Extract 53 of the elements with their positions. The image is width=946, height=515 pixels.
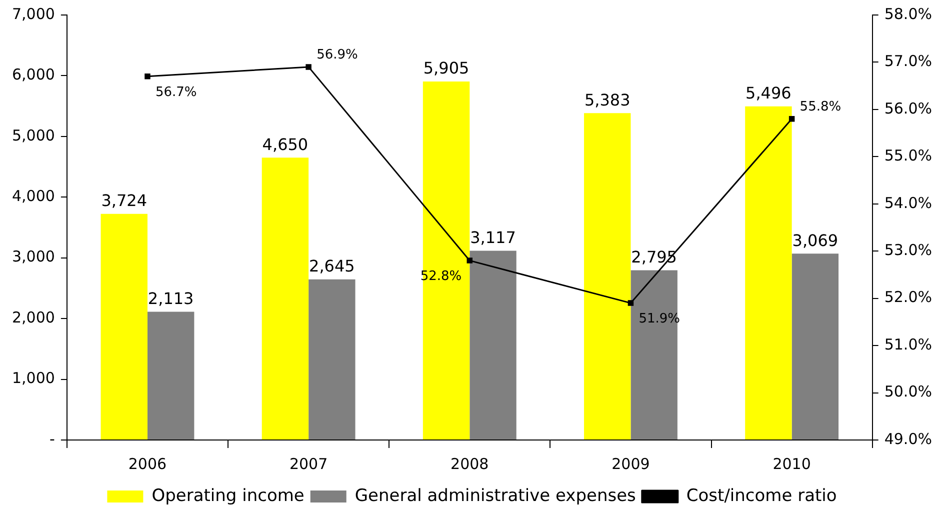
y2-tick-label: 51.0%	[884, 335, 932, 354]
bar	[630, 270, 678, 440]
point	[144, 74, 150, 80]
legend-label: Cost/income ratio	[686, 486, 837, 506]
data-label: 3,724	[101, 191, 148, 210]
bar	[422, 81, 470, 440]
y-tick-label: 5,000	[12, 126, 55, 144]
data-label: 4,650	[262, 134, 308, 154]
x-tick-label: 2009	[612, 454, 650, 473]
y-tick-label: 4,000	[12, 187, 55, 206]
bar	[262, 158, 309, 440]
y2-tick-label: 52.0%	[884, 288, 932, 306]
bar	[147, 312, 194, 440]
bar	[584, 113, 631, 440]
y2-tick-label: 55.0%	[884, 146, 932, 165]
point	[466, 258, 473, 264]
x-tick-label: 2010	[772, 454, 811, 473]
data-label: 3,069	[792, 230, 838, 250]
y2-tick-label: 49.0%	[884, 430, 932, 448]
y-tick-label: 7,000	[12, 4, 55, 23]
y-tick-label: 2,000	[12, 308, 55, 326]
bar	[100, 214, 148, 440]
bar	[745, 106, 792, 440]
bar	[792, 254, 839, 440]
data-label: 5,383	[584, 90, 630, 110]
point	[788, 116, 795, 122]
data-label: 2,113	[148, 288, 194, 308]
data-label: 5,905	[423, 58, 470, 78]
data-label: 3,117	[470, 228, 516, 247]
y-tick-label: 3,000	[12, 248, 55, 266]
point	[628, 300, 634, 306]
y-tick-label: 6,000	[12, 66, 55, 84]
y2-tick-label: 56.0%	[884, 99, 932, 118]
x-tick-label: 2007	[289, 454, 328, 473]
legend-label: General administrative expenses	[354, 486, 636, 506]
data-label: 2,645	[309, 256, 355, 276]
point	[306, 64, 312, 70]
data-label: 55.8%	[800, 99, 842, 114]
x-tick-label: 2006	[128, 454, 167, 473]
data-label: 56.7%	[155, 84, 197, 100]
bar	[470, 250, 516, 440]
data-label: 5,496	[746, 83, 792, 102]
legend-label: Operating income	[152, 486, 304, 506]
y-tick-label: -	[50, 430, 55, 448]
y2-tick-label: 57.0%	[884, 52, 932, 70]
bar	[308, 279, 356, 440]
y2-tick-label: 58.0%	[884, 4, 932, 23]
x-tick-label: 2008	[450, 454, 489, 473]
y2-tick-label: 53.0%	[884, 241, 932, 259]
data-label: 56.9%	[316, 47, 358, 62]
y2-tick-label: 50.0%	[884, 382, 932, 401]
y2-tick-label: 54.0%	[884, 194, 932, 212]
y-tick-label: 1,000	[12, 369, 55, 388]
